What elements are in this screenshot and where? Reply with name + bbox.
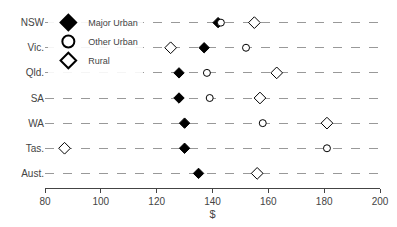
svg-text:Major Urban: Major Urban bbox=[88, 18, 138, 28]
svg-text:100: 100 bbox=[92, 196, 109, 207]
svg-text:NSW: NSW bbox=[21, 17, 45, 28]
svg-text:$: $ bbox=[209, 208, 215, 220]
svg-text:SA: SA bbox=[31, 93, 45, 104]
svg-text:Rural: Rural bbox=[88, 56, 110, 66]
svg-text:Tas.: Tas. bbox=[26, 143, 44, 154]
svg-text:160: 160 bbox=[260, 196, 277, 207]
svg-text:140: 140 bbox=[204, 196, 221, 207]
svg-text:180: 180 bbox=[316, 196, 333, 207]
svg-text:Vic.: Vic. bbox=[28, 42, 45, 53]
svg-text:Aust.: Aust. bbox=[21, 168, 44, 179]
svg-text:WA: WA bbox=[28, 118, 44, 129]
svg-text:Qld.: Qld. bbox=[26, 67, 44, 78]
svg-text:Other Urban: Other Urban bbox=[88, 37, 138, 47]
svg-text:120: 120 bbox=[148, 196, 165, 207]
svg-text:200: 200 bbox=[372, 196, 389, 207]
svg-text:80: 80 bbox=[39, 196, 51, 207]
